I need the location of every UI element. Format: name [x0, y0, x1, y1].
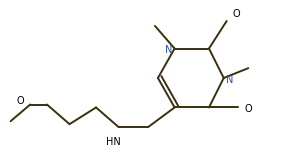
Text: O: O [244, 104, 252, 114]
Text: N: N [226, 75, 233, 85]
Text: N: N [165, 46, 173, 55]
Text: O: O [233, 9, 240, 19]
Text: O: O [17, 96, 24, 106]
Text: HN: HN [106, 137, 121, 147]
